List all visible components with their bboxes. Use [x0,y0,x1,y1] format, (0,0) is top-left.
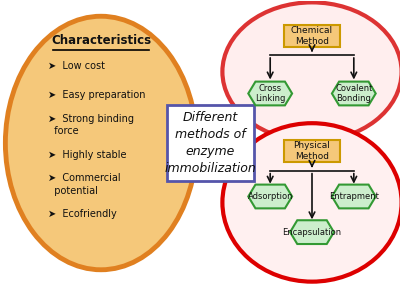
Text: Physical
Method: Physical Method [294,141,330,161]
Text: ➤  Ecofriendly: ➤ Ecofriendly [49,209,117,219]
Text: ➤  Easy preparation: ➤ Easy preparation [49,90,146,100]
Text: ➤  Low cost: ➤ Low cost [49,61,105,71]
Ellipse shape [223,123,401,282]
Text: Characteristics: Characteristics [51,34,151,46]
Polygon shape [332,185,376,208]
Polygon shape [290,220,334,244]
Text: Cross
Linking: Cross Linking [255,84,286,103]
Text: Covalent
Bonding: Covalent Bonding [335,84,373,103]
FancyBboxPatch shape [284,25,340,47]
Text: Adsorption: Adsorption [247,192,293,201]
Text: ➤  Strong binding
  force: ➤ Strong binding force [49,114,134,136]
Text: ➤  Commercial
  potential: ➤ Commercial potential [49,173,121,196]
Text: Chemical
Method: Chemical Method [291,26,333,46]
Text: Encapsulation: Encapsulation [282,228,342,237]
Polygon shape [332,82,376,105]
Polygon shape [248,185,292,208]
Ellipse shape [5,16,196,270]
FancyBboxPatch shape [167,105,254,181]
FancyBboxPatch shape [284,140,340,162]
Text: Entrapment: Entrapment [329,192,379,201]
Text: ➤  Highly stable: ➤ Highly stable [49,150,127,160]
Ellipse shape [223,2,401,141]
Text: Different
methods of
enzyme
immobilization: Different methods of enzyme immobilizati… [164,111,256,175]
Polygon shape [248,82,292,105]
